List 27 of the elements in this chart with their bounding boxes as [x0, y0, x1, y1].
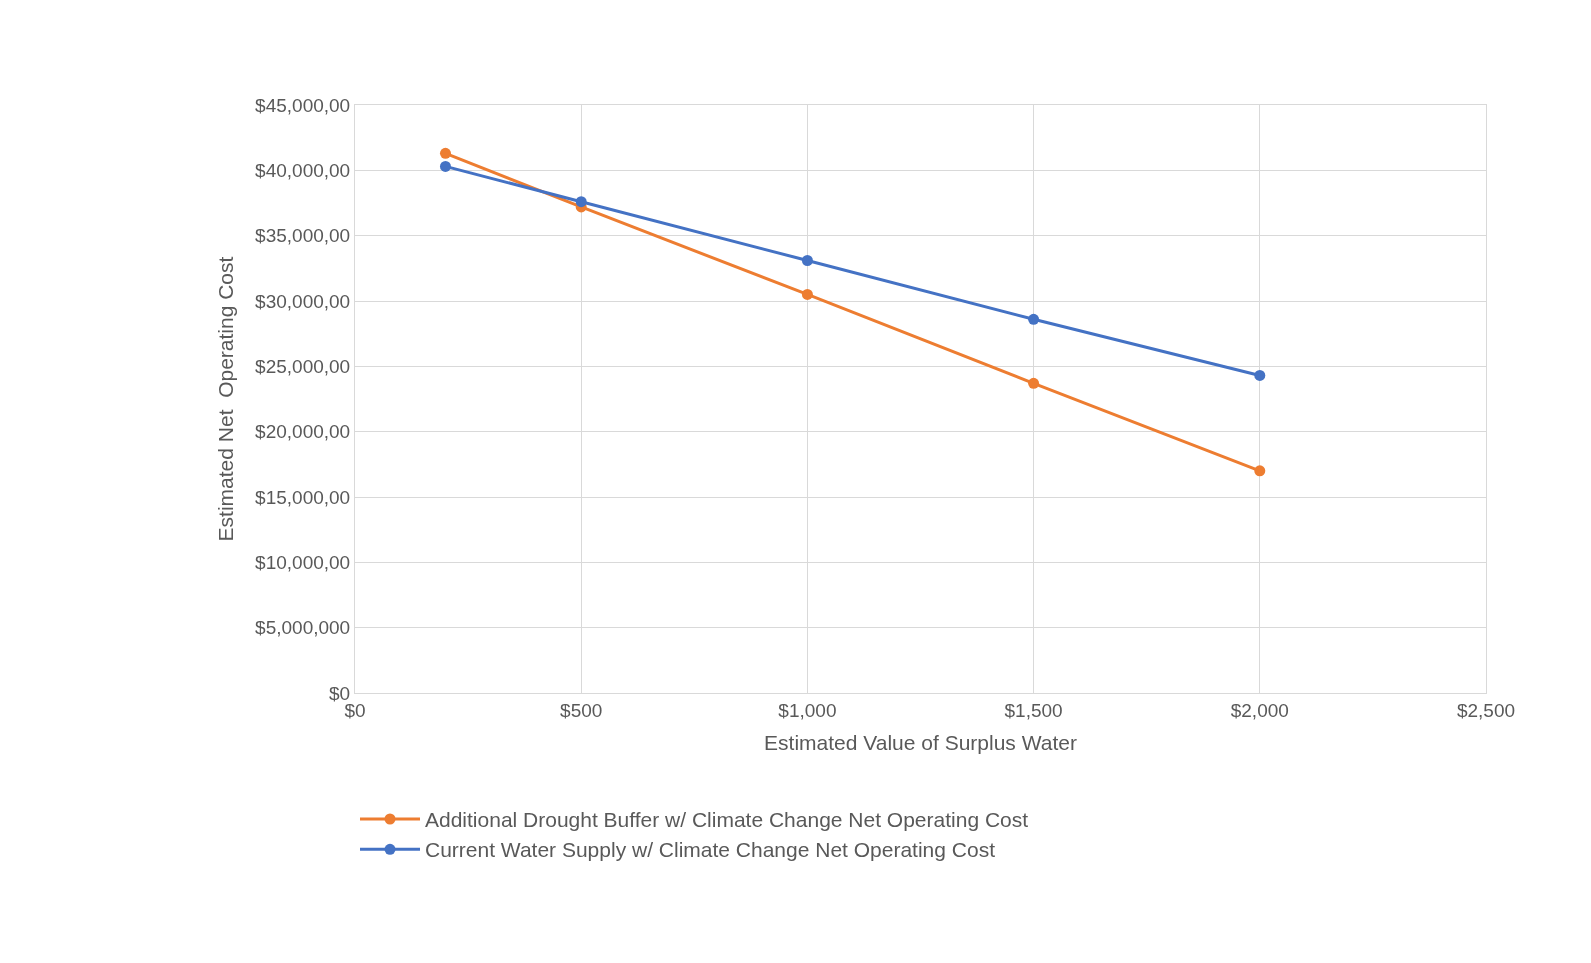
- y-tick-label: $25,000,00: [255, 355, 351, 377]
- y-tick-label: $35,000,00: [255, 225, 351, 247]
- y-tick-label: $40,000,00: [255, 159, 351, 181]
- y-tick-label: $20,000,00: [255, 421, 351, 443]
- point: [801, 254, 813, 266]
- x-axis-title: Estimated Value of Surplus Water: [764, 731, 1077, 754]
- x-tick-label: $1,000: [778, 699, 837, 721]
- y-tick-label: $5,000,000: [255, 617, 351, 639]
- x-tick-label: $2,500: [1456, 699, 1516, 721]
- y-tick-label: $30,000,00: [255, 290, 351, 312]
- legend-label: Current Water Supply w/ Climate Change Net Operating Cost: [425, 838, 996, 862]
- point: [1028, 377, 1040, 389]
- x-tick-label: $2,000: [1230, 699, 1289, 721]
- point: [1254, 369, 1266, 381]
- y-tick-label: $10,000,00: [255, 551, 351, 573]
- point: [439, 147, 451, 159]
- y-tick-label: $15,000,00: [255, 486, 351, 508]
- legend-label: Additional Drought Buffer w/ Climate Change Net Operating Cost: [425, 808, 1029, 832]
- point: [1028, 313, 1040, 325]
- point: [801, 288, 813, 300]
- x-tick-label: $500: [560, 699, 603, 721]
- x-tick-label: $1,500: [1004, 699, 1063, 721]
- point: [575, 196, 587, 208]
- point: [439, 160, 451, 172]
- y-axis-title: Estimated Net Operating Cost: [214, 256, 238, 542]
- y-tick-label: $45,000,00: [255, 94, 351, 116]
- point: [1254, 465, 1266, 477]
